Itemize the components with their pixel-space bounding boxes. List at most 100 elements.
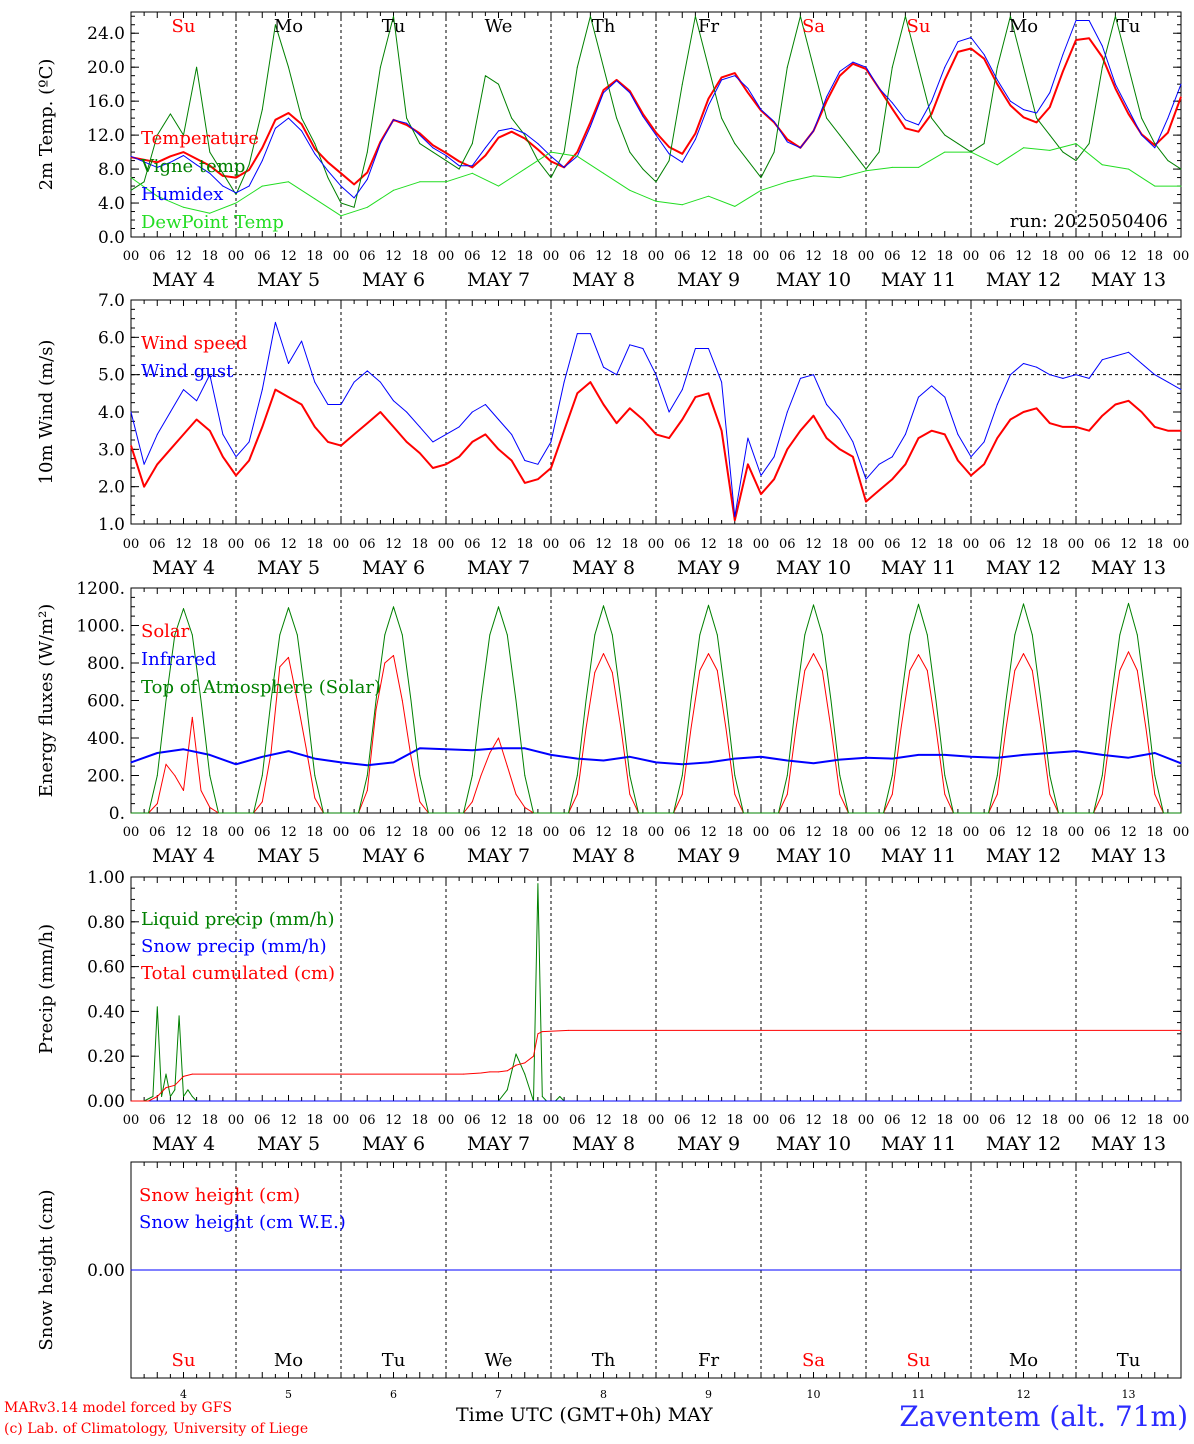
data-point <box>629 90 631 92</box>
data-point <box>524 132 526 134</box>
data-point <box>708 604 709 606</box>
data-point <box>878 463 880 465</box>
hour-tick-label: 12 <box>910 249 927 264</box>
hour-tick-label: 18 <box>726 249 743 264</box>
data-point <box>970 756 972 758</box>
data-point <box>760 756 762 758</box>
data-point <box>1049 92 1051 94</box>
data-point <box>327 441 329 443</box>
data-point <box>524 775 526 776</box>
data-point <box>458 456 460 458</box>
hour-tick-label: 12 <box>1015 1113 1032 1128</box>
data-point <box>799 147 801 149</box>
hour-tick-label: 00 <box>123 1113 140 1128</box>
data-point <box>891 166 893 168</box>
data-point <box>681 83 683 85</box>
data-point <box>174 1084 176 1086</box>
series-line-temperature <box>130 37 1182 186</box>
hour-tick-label: 18 <box>936 1113 953 1128</box>
data-point <box>734 793 736 795</box>
data-point <box>904 15 906 17</box>
data-point <box>804 670 806 671</box>
hour-tick-label: 12 <box>175 1113 192 1128</box>
data-point <box>1049 149 1051 151</box>
data-point <box>563 151 565 153</box>
hour-tick-label: 18 <box>306 1113 323 1128</box>
data-point <box>445 1073 447 1075</box>
day-label: MAY 8 <box>572 1133 635 1155</box>
data-point <box>1088 430 1090 432</box>
data-point <box>274 389 276 391</box>
data-point <box>183 389 184 391</box>
data-point <box>721 430 723 432</box>
data-point <box>1114 87 1116 89</box>
data-point <box>1023 603 1024 605</box>
data-point <box>1180 812 1182 814</box>
data-point <box>944 134 946 136</box>
hour-tick-label: 00 <box>333 249 350 264</box>
data-point <box>642 168 644 170</box>
data-point <box>169 113 171 115</box>
data-point <box>1167 117 1169 119</box>
data-point <box>576 66 578 68</box>
data-point <box>1114 404 1116 405</box>
data-point <box>1049 134 1051 136</box>
data-point <box>944 433 946 435</box>
day-label: MAY 12 <box>986 1133 1061 1155</box>
data-point <box>891 478 893 480</box>
data-point <box>1101 56 1103 58</box>
data-point <box>148 1100 149 1102</box>
data-point <box>668 160 670 162</box>
day-abbr: Su <box>907 16 931 37</box>
data-point <box>996 437 998 439</box>
data-point <box>821 634 823 636</box>
day-abbr: Su <box>907 1350 931 1371</box>
data-point <box>1128 113 1129 115</box>
data-point <box>200 700 202 701</box>
data-point <box>484 75 486 77</box>
data-point <box>1049 106 1051 108</box>
data-point <box>589 15 591 17</box>
data-point <box>235 456 237 458</box>
y-axis-label: Snow height (cm) <box>36 1189 57 1350</box>
data-point <box>1009 374 1011 376</box>
hour-tick-label: 00 <box>1173 249 1190 264</box>
legend-entry: Humidex <box>141 184 223 205</box>
data-point <box>734 72 736 74</box>
series-line-humidex <box>130 20 1182 199</box>
data-point <box>537 1033 539 1035</box>
hour-tick-label: 18 <box>1146 1113 1163 1128</box>
y-tick-label: 12.0 <box>87 126 125 146</box>
data-point <box>865 757 867 759</box>
data-point <box>1075 160 1077 162</box>
hour-tick-label: 18 <box>306 825 323 840</box>
data-point <box>563 430 565 432</box>
data-point <box>620 700 622 701</box>
data-point <box>1154 752 1156 754</box>
data-point <box>944 66 946 68</box>
data-point <box>725 728 727 730</box>
data-point <box>196 164 198 166</box>
y-tick-label: 8.0 <box>98 160 125 180</box>
data-point <box>288 117 289 119</box>
data-point <box>248 460 250 461</box>
data-point <box>235 1073 237 1075</box>
data-point <box>1023 66 1024 68</box>
hour-tick-label: 18 <box>831 249 848 264</box>
hour-tick-label: 18 <box>831 825 848 840</box>
day-label: MAY 4 <box>152 557 215 579</box>
data-point <box>393 15 394 17</box>
hour-tick-label: 18 <box>516 1113 533 1128</box>
hour-tick-label: 00 <box>1173 825 1190 840</box>
day-label: MAY 4 <box>152 269 215 291</box>
data-point <box>1154 374 1156 376</box>
data-point <box>957 143 959 145</box>
data-point <box>191 1096 193 1097</box>
data-point <box>1110 700 1112 701</box>
hour-tick-label: 12 <box>490 825 507 840</box>
hour-tick-label: 00 <box>543 825 560 840</box>
day-label: MAY 9 <box>677 557 740 579</box>
day-number: 6 <box>390 1388 397 1401</box>
hour-tick-label: 00 <box>648 249 665 264</box>
data-point <box>655 433 657 435</box>
